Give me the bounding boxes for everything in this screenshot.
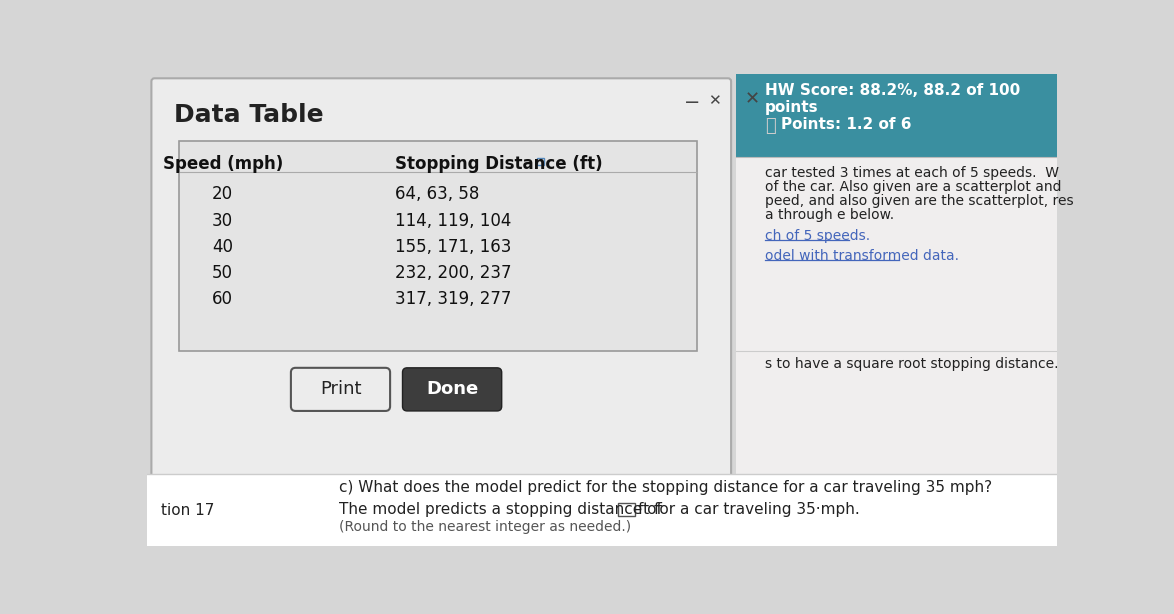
Text: 64, 63, 58: 64, 63, 58 [394, 185, 479, 203]
Bar [736, 74, 1057, 157]
Text: ✕: ✕ [708, 93, 721, 108]
Text: 40: 40 [212, 238, 234, 255]
Text: 50: 50 [212, 264, 234, 282]
FancyBboxPatch shape [151, 79, 731, 477]
FancyBboxPatch shape [291, 368, 390, 411]
Text: 60: 60 [212, 290, 234, 308]
Text: 20: 20 [212, 185, 234, 203]
Text: of the car. Also given are a scatterplot and: of the car. Also given are a scatterplot… [765, 180, 1061, 194]
Text: car tested 3 times at each of 5 speeds.  W: car tested 3 times at each of 5 speeds. … [765, 166, 1059, 180]
Text: 232, 200, 237: 232, 200, 237 [394, 264, 511, 282]
Text: 114, 119, 104: 114, 119, 104 [394, 211, 511, 230]
Bar [618, 503, 635, 516]
Bar [147, 474, 1057, 546]
Text: 155, 171, 163: 155, 171, 163 [394, 238, 511, 255]
Text: s to have a square root stopping distance.: s to have a square root stopping distanc… [765, 357, 1059, 371]
Text: Points: 1.2 of 6: Points: 1.2 of 6 [781, 117, 911, 132]
Text: Print: Print [319, 381, 362, 398]
Text: ✕: ✕ [745, 91, 761, 109]
Text: 317, 319, 277: 317, 319, 277 [394, 290, 511, 308]
Text: Done: Done [426, 381, 478, 398]
Bar [537, 158, 545, 165]
Text: c) What does the model predict for the stopping distance for a car traveling 35 : c) What does the model predict for the s… [339, 480, 992, 495]
Text: (Round to the nearest integer as needed.): (Round to the nearest integer as needed.… [339, 520, 632, 534]
FancyBboxPatch shape [403, 368, 501, 411]
Text: 30: 30 [212, 211, 234, 230]
Bar [736, 157, 1057, 474]
Text: ch of 5 speeds.: ch of 5 speeds. [765, 229, 870, 243]
Text: The model predicts a stopping distance of: The model predicts a stopping distance o… [339, 502, 662, 517]
Text: Stopping Distance (ft): Stopping Distance (ft) [394, 155, 602, 173]
Text: Data Table: Data Table [174, 103, 324, 127]
Bar [180, 141, 697, 351]
Text: ft for a car traveling 35·mph.: ft for a car traveling 35·mph. [639, 502, 859, 517]
Text: points: points [765, 100, 818, 115]
Text: a through e below.: a through e below. [765, 208, 895, 222]
Text: HW Score: 88.2%, 88.2 of 100: HW Score: 88.2%, 88.2 of 100 [765, 83, 1020, 98]
Text: Speed (mph): Speed (mph) [162, 155, 283, 173]
Text: odel with transformed data.: odel with transformed data. [765, 249, 959, 263]
Text: tion 17: tion 17 [161, 503, 214, 518]
Text: −: − [684, 93, 701, 112]
Text: peed, and also given are the scatterplot, res: peed, and also given are the scatterplot… [765, 194, 1074, 208]
Text: ⦸: ⦸ [765, 117, 776, 135]
